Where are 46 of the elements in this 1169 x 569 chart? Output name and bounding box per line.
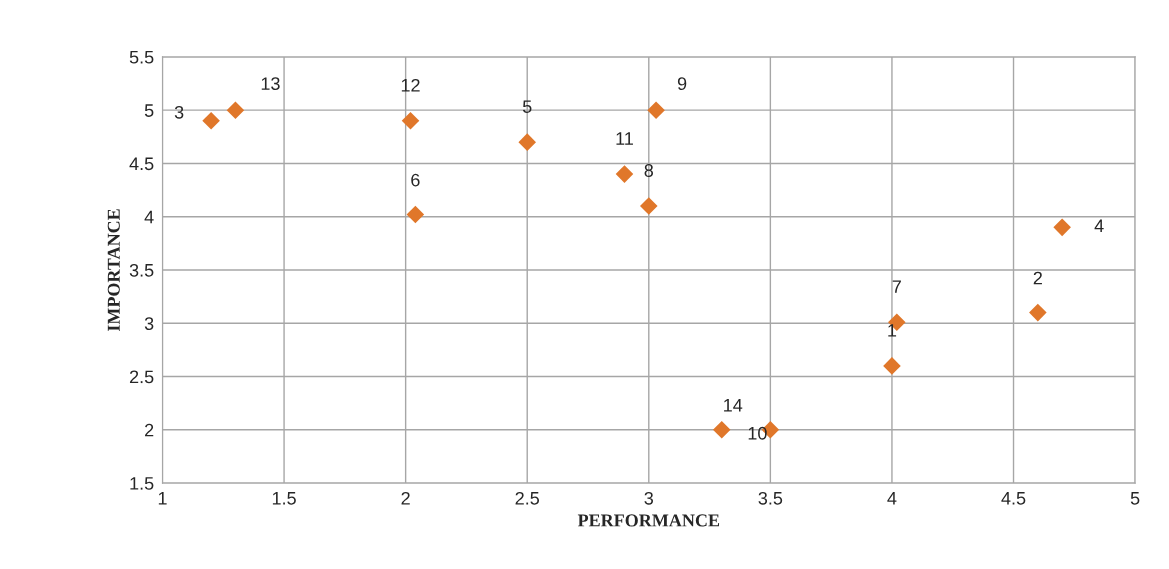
y-tick-label: 2 bbox=[145, 423, 154, 437]
x-tick-label: 1 bbox=[158, 492, 167, 505]
point bbox=[640, 197, 658, 215]
x-tick-label: 2.5 bbox=[515, 491, 540, 505]
annotation: 2 bbox=[1033, 271, 1042, 285]
y-axis-title: IMPORTANCE bbox=[107, 209, 120, 332]
x-tick-label: 4 bbox=[887, 492, 897, 505]
point bbox=[615, 165, 634, 183]
point bbox=[1029, 303, 1047, 322]
y-tick-label: 5.5 bbox=[129, 51, 154, 64]
point bbox=[1053, 218, 1071, 237]
y-tick-label: 4.5 bbox=[129, 157, 154, 171]
y-tick-label: 1.5 bbox=[130, 477, 154, 490]
x-tick-label: 5 bbox=[1130, 492, 1140, 505]
point bbox=[202, 112, 220, 130]
y-tick-label: 4 bbox=[144, 210, 154, 224]
annotation: 5 bbox=[522, 100, 532, 113]
x-axis-title: PERFORMANCE bbox=[577, 514, 720, 527]
x-tick-label: 4.5 bbox=[1001, 492, 1026, 505]
point bbox=[226, 101, 245, 119]
point bbox=[883, 357, 901, 375]
point bbox=[401, 112, 420, 130]
y-tick-label: 2.5 bbox=[129, 370, 154, 384]
y-tick-label: 3 bbox=[144, 317, 154, 330]
annotation: 12 bbox=[401, 78, 420, 92]
annotation: 1 bbox=[888, 324, 897, 337]
y-tick-label: 5 bbox=[144, 104, 154, 117]
annotation: 11 bbox=[616, 132, 633, 145]
point bbox=[647, 101, 665, 119]
annotation: 6 bbox=[411, 173, 420, 187]
annotation: 7 bbox=[892, 280, 901, 293]
point bbox=[518, 133, 536, 151]
annotation: 10 bbox=[748, 426, 767, 440]
x-tick-label: 1.5 bbox=[272, 492, 296, 505]
annotation: 8 bbox=[644, 164, 654, 177]
x-tick-label: 3 bbox=[644, 491, 654, 505]
x-tick-label: 3.5 bbox=[758, 491, 783, 505]
x-tick-label: 2 bbox=[401, 491, 410, 505]
annotation: 14 bbox=[724, 399, 743, 412]
annotation: 13 bbox=[261, 77, 280, 91]
annotation: 9 bbox=[677, 77, 687, 91]
annotation: 4 bbox=[1094, 219, 1104, 233]
point bbox=[712, 421, 731, 439]
annotation: 3 bbox=[174, 105, 184, 119]
point bbox=[406, 205, 425, 224]
y-tick-label: 3.5 bbox=[129, 263, 154, 277]
